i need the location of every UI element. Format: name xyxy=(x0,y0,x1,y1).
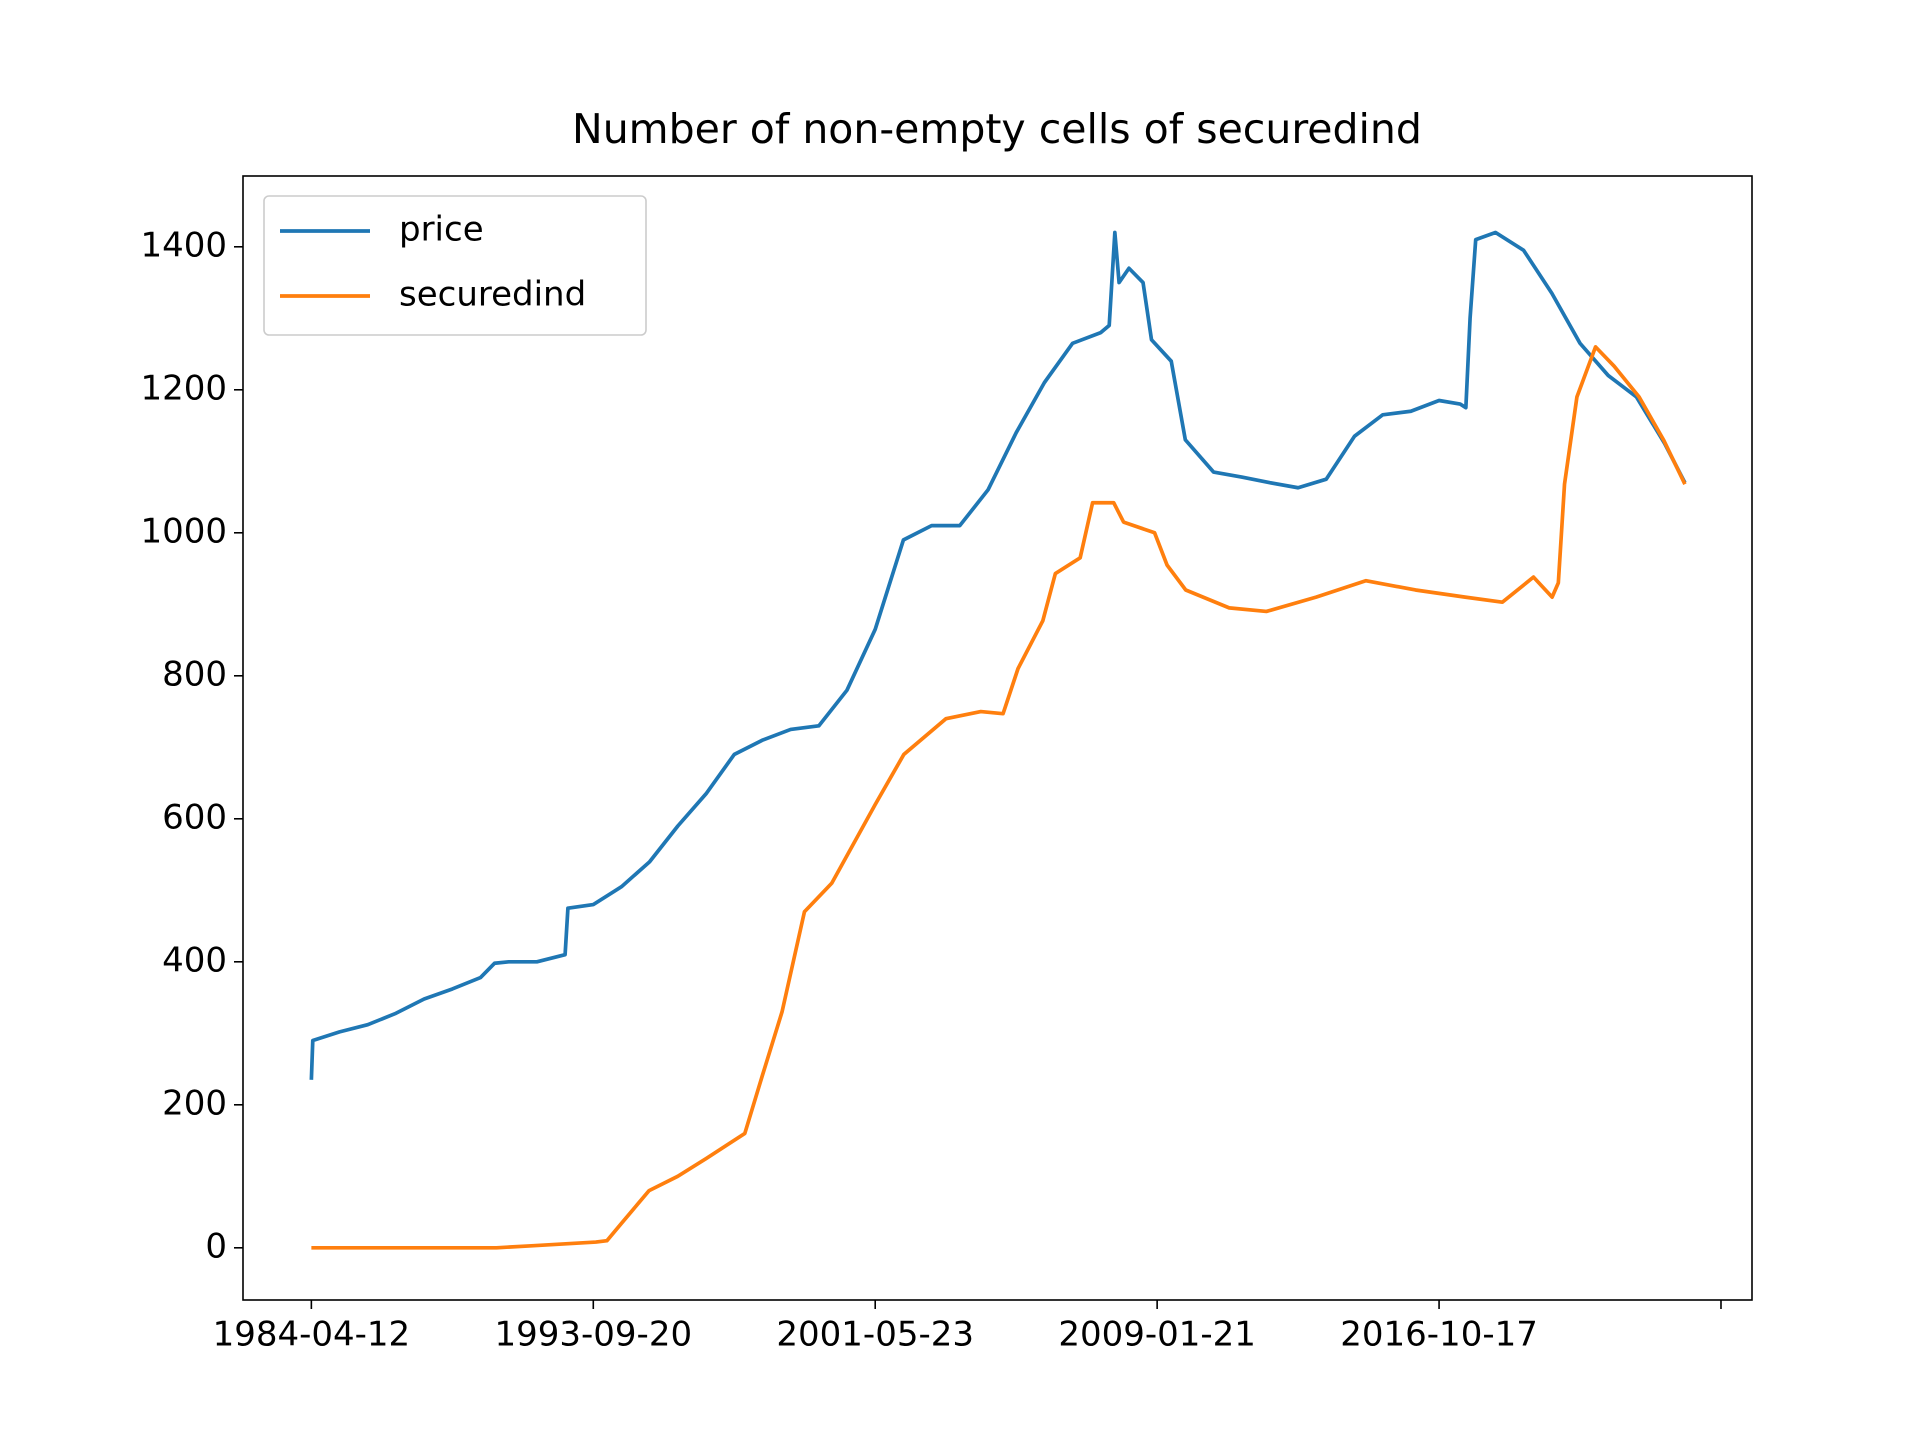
x-tick-label: 2001-05-23 xyxy=(776,1315,974,1355)
x-tick-label: 1993-09-20 xyxy=(494,1315,692,1355)
y-tick-label: 800 xyxy=(162,654,227,694)
x-tick-label: 2009-01-21 xyxy=(1058,1315,1256,1355)
axes-frame xyxy=(242,175,1753,1301)
y-tick-label: 600 xyxy=(162,797,227,837)
y-tick-label: 1000 xyxy=(140,511,227,551)
x-tick-label: 2016-10-17 xyxy=(1340,1315,1538,1355)
y-tick-label: 1400 xyxy=(140,225,227,265)
y-tick-label: 200 xyxy=(162,1083,227,1123)
legend-label: price xyxy=(399,210,484,250)
legend-label: securedind xyxy=(399,275,586,315)
y-tick-label: 0 xyxy=(205,1226,227,1266)
x-tick-label: 1984-04-12 xyxy=(213,1315,411,1355)
chart-title: Number of non-empty cells of securedind xyxy=(572,105,1422,153)
y-tick-label: 400 xyxy=(162,940,227,980)
line xyxy=(311,345,1687,1250)
y-tick-label: 1200 xyxy=(140,368,227,408)
line xyxy=(309,230,1687,1080)
